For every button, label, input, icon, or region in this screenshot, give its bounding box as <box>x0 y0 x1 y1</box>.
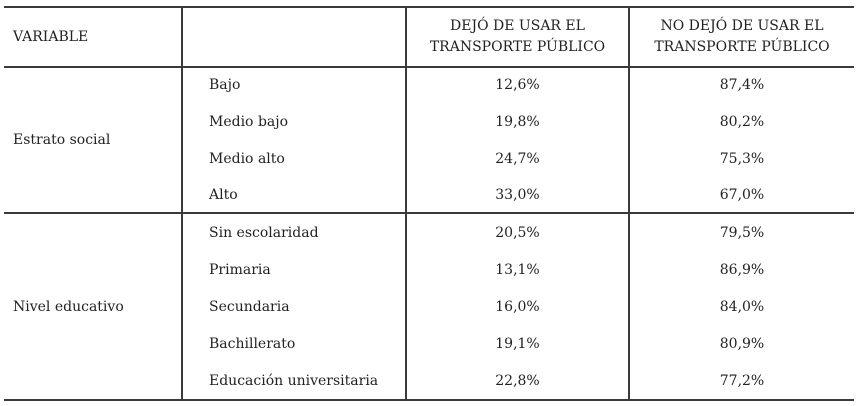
table-top-rule <box>4 6 854 8</box>
header-bottom-rule <box>4 66 854 68</box>
row-dejo: 33,0% <box>495 187 540 203</box>
group-label-estrato: Estrato social <box>13 132 111 148</box>
row-no-dejo: 86,9% <box>719 262 765 278</box>
column-divider <box>628 7 630 401</box>
row-no-dejo: 80,9% <box>719 336 765 352</box>
group-label-nivel: Nivel educativo <box>13 299 124 315</box>
row-category: Bachillerato <box>209 336 296 352</box>
row-dejo: 19,8% <box>495 114 540 130</box>
row-category: Medio alto <box>209 151 285 167</box>
row-dejo: 24,7% <box>495 151 540 167</box>
header-dejo-line2: TRANSPORTE PÚBLICO <box>429 39 606 55</box>
header-variable: VARIABLE <box>13 29 89 45</box>
row-no-dejo: 80,2% <box>719 114 765 130</box>
row-dejo: 13,1% <box>495 262 540 278</box>
header-dejo-line1: DEJÓ DE USAR EL <box>450 18 585 34</box>
row-no-dejo: 75,3% <box>719 151 765 167</box>
row-no-dejo: 67,0% <box>719 187 765 203</box>
row-category: Sin escolaridad <box>209 225 319 241</box>
row-category: Bajo <box>209 77 241 93</box>
row-category: Secundaria <box>209 299 290 315</box>
row-category: Primaria <box>209 262 271 278</box>
group-divider-rule <box>4 212 854 214</box>
row-dejo: 19,1% <box>495 336 540 352</box>
column-divider <box>405 7 407 401</box>
row-category: Educación universitaria <box>209 373 379 389</box>
header-no-dejo-line1: NO DEJÓ DE USAR EL <box>660 18 824 34</box>
row-dejo: 20,5% <box>495 225 540 241</box>
table-bottom-rule <box>4 399 854 401</box>
header-no-dejo-line2: TRANSPORTE PÚBLICO <box>654 39 830 55</box>
row-no-dejo: 84,0% <box>719 299 765 315</box>
row-no-dejo: 79,5% <box>719 225 765 241</box>
row-dejo: 16,0% <box>495 299 540 315</box>
row-no-dejo: 77,2% <box>719 373 765 389</box>
row-category: Medio bajo <box>209 114 289 130</box>
column-divider <box>181 7 183 401</box>
row-dejo: 22,8% <box>495 373 540 389</box>
row-no-dejo: 87,4% <box>719 77 765 93</box>
row-category: Alto <box>209 187 238 203</box>
row-dejo: 12,6% <box>495 77 540 93</box>
